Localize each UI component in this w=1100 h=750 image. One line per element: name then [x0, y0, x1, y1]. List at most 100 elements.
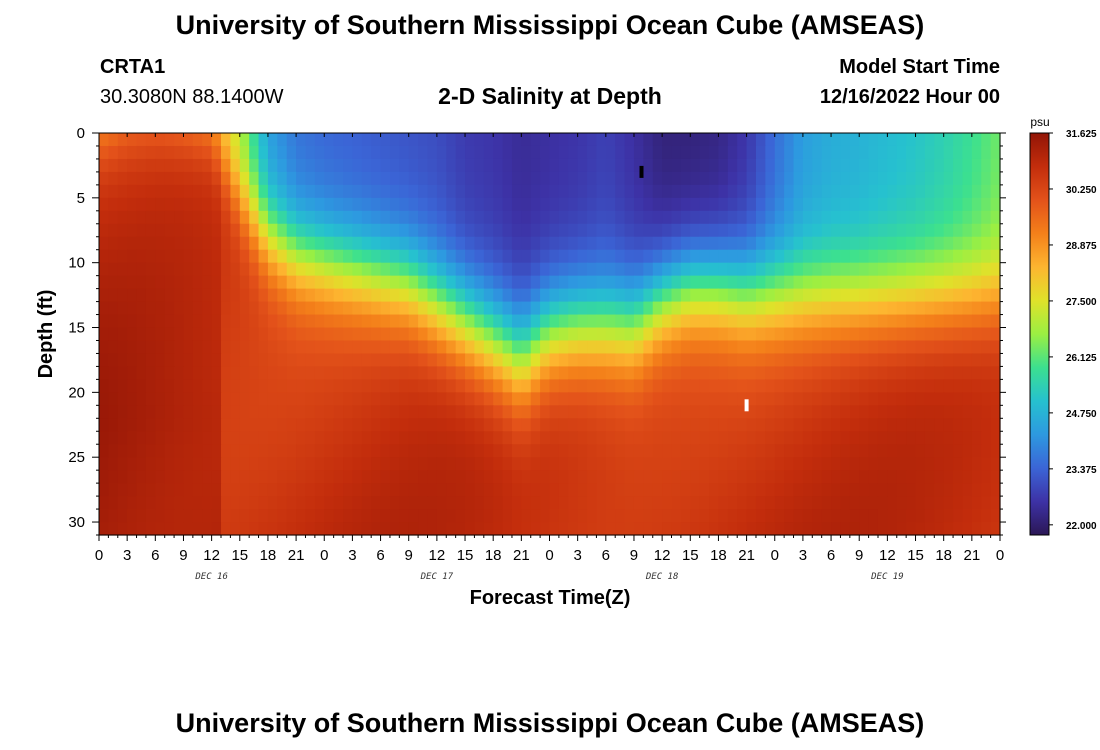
heatmap-cell [943, 340, 954, 355]
heatmap-cell [465, 158, 476, 173]
heatmap-cell [483, 145, 494, 160]
heatmap-cell [286, 223, 297, 238]
heatmap-cell [155, 158, 166, 173]
heatmap-cell [605, 431, 616, 445]
heatmap-cell [680, 145, 691, 160]
heatmap-cell [333, 301, 344, 316]
heatmap-cell [502, 275, 513, 290]
heatmap-cell [136, 249, 147, 264]
heatmap-cell [286, 133, 297, 147]
heatmap-cell [277, 275, 288, 290]
heatmap-cell [465, 405, 476, 419]
heatmap-cell [906, 249, 917, 264]
heatmap-cell [549, 470, 560, 484]
heatmap-cell [877, 470, 888, 484]
heatmap-cell [455, 509, 466, 523]
heatmap-cell [962, 457, 973, 471]
heatmap-cell [812, 275, 823, 290]
heatmap-cell [755, 223, 766, 238]
heatmap-cell [192, 444, 203, 458]
heatmap-cell [680, 522, 691, 536]
heatmap-cell [746, 353, 757, 368]
heatmap-cell [990, 457, 1001, 471]
heatmap-cell [633, 457, 644, 471]
heatmap-cell [446, 236, 457, 251]
heatmap-cell [258, 366, 269, 380]
heatmap-cell [230, 145, 241, 160]
y-tick-label: 25 [68, 449, 85, 466]
heatmap-cell [962, 405, 973, 419]
heatmap-cell [887, 158, 898, 173]
heatmap-cell [568, 223, 579, 238]
heatmap-cell [202, 392, 213, 406]
heatmap-cell [211, 314, 222, 329]
heatmap-cell [615, 431, 626, 445]
heatmap-cell [540, 470, 551, 484]
heatmap-cell [746, 431, 757, 445]
heatmap-cell [174, 379, 185, 393]
heatmap-cell [587, 262, 598, 277]
heatmap-cell [924, 353, 935, 368]
heatmap-cell [774, 496, 785, 510]
heatmap-cell [558, 197, 569, 212]
heatmap-cell [511, 158, 522, 173]
heatmap-cell [784, 301, 795, 316]
heatmap-cell [277, 288, 288, 303]
heatmap-cell [906, 340, 917, 355]
heatmap-cell [802, 262, 813, 277]
heatmap-cell [239, 301, 250, 316]
heatmap-cell [737, 314, 748, 329]
heatmap-cell [427, 223, 438, 238]
heatmap-cell [549, 496, 560, 510]
heatmap-cell [924, 197, 935, 212]
heatmap-cell [371, 457, 382, 471]
x-tick-label: 18 [710, 547, 727, 564]
heatmap-cell [896, 327, 907, 342]
heatmap-cell [943, 470, 954, 484]
heatmap-cell [286, 340, 297, 355]
heatmap-cell [671, 327, 682, 342]
heatmap-cell [493, 249, 504, 264]
heatmap-cell [709, 340, 720, 355]
heatmap-cell [746, 522, 757, 536]
heatmap-cell [727, 418, 738, 432]
heatmap-cell [183, 418, 194, 432]
x-tick-label: 6 [827, 547, 835, 564]
heatmap-cell [859, 431, 870, 445]
heatmap-cell [934, 340, 945, 355]
heatmap-cell [906, 171, 917, 186]
heatmap-cell [164, 431, 175, 445]
heatmap-cell [549, 483, 560, 497]
heatmap-cell [924, 470, 935, 484]
heatmap-cell [577, 392, 588, 406]
heatmap-cell [821, 457, 832, 471]
heatmap-cell [389, 379, 400, 393]
heatmap-cell [877, 236, 888, 251]
heatmap-cell [286, 470, 297, 484]
x-tick-label: 9 [405, 547, 413, 564]
heatmap-cell [924, 457, 935, 471]
heatmap-cell [267, 366, 278, 380]
heatmap-cell [680, 184, 691, 199]
heatmap-cell [549, 197, 560, 212]
heatmap-cell [230, 236, 241, 251]
heatmap-cell [774, 145, 785, 160]
heatmap-cell [117, 275, 128, 290]
heatmap-cell [755, 133, 766, 147]
heatmap-cell [896, 145, 907, 160]
heatmap-cell [267, 133, 278, 147]
heatmap-cell [953, 405, 964, 419]
heatmap-cell [352, 210, 363, 225]
heatmap-cell [605, 301, 616, 316]
heatmap-cell [831, 314, 842, 329]
heatmap-cell [427, 340, 438, 355]
heatmap-cell [915, 392, 926, 406]
y-tick-label: 0 [77, 125, 85, 142]
heatmap-cell [408, 496, 419, 510]
heatmap-cell [521, 314, 532, 329]
heatmap-cell [971, 158, 982, 173]
heatmap-cell [502, 366, 513, 380]
heatmap-cell [549, 353, 560, 368]
heatmap-cell [455, 249, 466, 264]
heatmap-cell [117, 327, 128, 342]
